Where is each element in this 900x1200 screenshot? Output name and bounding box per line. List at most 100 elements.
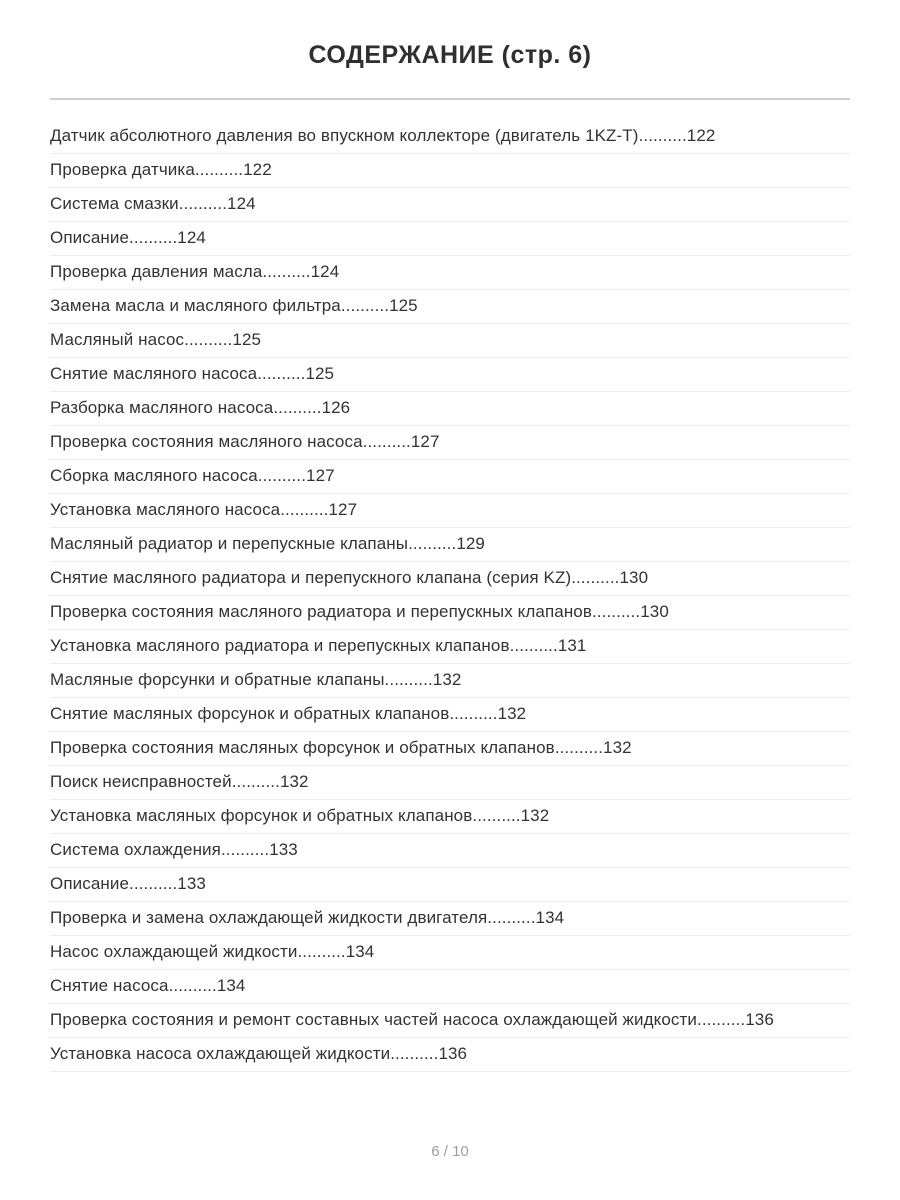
toc-entry: Замена масла и масляного фильтра........…: [50, 290, 850, 324]
toc-entry: Масляный радиатор и перепускные клапаны.…: [50, 528, 850, 562]
toc-entry-page-number: 130: [619, 568, 649, 587]
toc-leader-dots: ..........: [408, 534, 457, 553]
toc-entry-label: Система смазки: [50, 194, 179, 213]
toc-leader-dots: ..........: [280, 500, 329, 519]
title-divider: [50, 98, 850, 100]
toc-leader-dots: ..........: [231, 772, 280, 791]
toc-leader-dots: ..........: [340, 296, 390, 315]
toc-entry: Проверка давления масла..........124: [50, 256, 850, 290]
toc-entry-page-number: 136: [745, 1010, 774, 1029]
toc-entry-page-number: 132: [279, 772, 309, 791]
page-title: СОДЕРЖАНИЕ (стр. 6): [308, 41, 592, 69]
toc-entry-label: Снятие масляного насоса: [50, 364, 258, 383]
page-indicator: 6 / 10: [431, 1143, 469, 1160]
toc-entry: Масляный насос..........125: [50, 324, 850, 358]
toc-entry-page-number: 124: [310, 262, 340, 281]
toc-entry: Снятие масляного насоса..........125: [50, 358, 850, 392]
toc-entry: Сборка масляного насоса..........127: [50, 460, 850, 494]
toc-entry-label: Установка масляного радиатора и перепуск…: [50, 636, 510, 655]
toc-entry: Проверка состояния масляного насоса.....…: [50, 426, 850, 460]
toc-entry-page-number: 133: [177, 874, 206, 893]
toc-entry-page-number: 124: [227, 194, 256, 213]
toc-entry-label: Система охлаждения: [50, 840, 221, 859]
toc-leader-dots: ..........: [178, 194, 228, 213]
toc-entry-page-number: 132: [497, 704, 527, 723]
toc-leader-dots: ..........: [262, 262, 311, 281]
toc-entry: Масляные форсунки и обратные клапаны....…: [50, 664, 850, 698]
toc-entry-page-number: 132: [520, 806, 550, 825]
toc-entry-page-number: 124: [177, 228, 206, 247]
toc-entry-label: Разборка масляного насоса: [50, 398, 274, 417]
toc-entry-page-number: 136: [438, 1044, 468, 1063]
toc-entry-page-number: 127: [328, 500, 358, 519]
toc-entry-page-number: 122: [686, 126, 716, 145]
toc-entry-page-number: 134: [345, 942, 375, 961]
toc-entry-label: Описание: [50, 874, 130, 893]
toc-leader-dots: ..........: [638, 126, 687, 145]
toc-leader-dots: ..........: [571, 568, 620, 587]
toc-entry: Проверка состояния масляных форсунок и о…: [50, 732, 850, 766]
toc-entry-page-number: 125: [389, 296, 418, 315]
toc-entry: Описание..........124: [50, 222, 850, 256]
toc-leader-dots: ..........: [194, 160, 244, 179]
toc-entry-page-number: 131: [557, 636, 587, 655]
toc-entry: Снятие насоса..........134: [50, 970, 850, 1004]
toc-entry: Система смазки..........124: [50, 188, 850, 222]
toc-entry: Описание..........133: [50, 868, 850, 902]
toc-leader-dots: ..........: [257, 364, 306, 383]
toc-leader-dots: ..........: [129, 228, 178, 247]
toc-entry: Система охлаждения..........133: [50, 834, 850, 868]
toc-leader-dots: ..........: [273, 398, 322, 417]
toc-entry-label: Масляный радиатор и перепускные клапаны: [50, 534, 409, 553]
toc-entry: Установка масляных форсунок и обратных к…: [50, 800, 850, 834]
toc-entry-page-number: 133: [269, 840, 298, 859]
toc-entry-label: Проверка состояния масляного насоса: [50, 432, 363, 451]
toc-leader-dots: ..........: [384, 670, 433, 689]
toc-entry-label: Поиск неисправностей: [50, 772, 232, 791]
toc-leader-dots: ..........: [129, 874, 178, 893]
toc-entry-page-number: 127: [306, 466, 335, 485]
toc-entry: Проверка датчика..........122: [50, 154, 850, 188]
toc-leader-dots: ..........: [257, 466, 307, 485]
toc-leader-dots: ..........: [487, 908, 536, 927]
toc-entry-page-number: 134: [535, 908, 565, 927]
toc-entry: Проверка состояния и ремонт составных ча…: [50, 1004, 850, 1038]
toc-list: Датчик абсолютного давления во впускном …: [50, 120, 850, 1072]
toc-entry: Установка масляного насоса..........127: [50, 494, 850, 528]
toc-entry-page-number: 134: [216, 976, 246, 995]
toc-entry-label: Установка масляного насоса: [50, 500, 281, 519]
toc-entry-page-number: 130: [640, 602, 669, 621]
toc-entry-label: Установка насоса охлаждающей жидкости: [50, 1044, 391, 1063]
toc-entry-label: Проверка состояния масляного радиатора и…: [50, 602, 592, 621]
toc-entry-label: Проверка состояния масляных форсунок и о…: [50, 738, 555, 757]
toc-leader-dots: ..........: [297, 942, 346, 961]
toc-entry-label: Замена масла и масляного фильтра: [50, 296, 341, 315]
toc-entry: Насос охлаждающей жидкости..........134: [50, 936, 850, 970]
toc-leader-dots: ..........: [168, 976, 217, 995]
toc-leader-dots: ..........: [184, 330, 233, 349]
toc-leader-dots: ..........: [509, 636, 558, 655]
toc-entry-page-number: 122: [243, 160, 272, 179]
toc-entry: Снятие масляного радиатора и перепускног…: [50, 562, 850, 596]
toc-leader-dots: ..........: [362, 432, 411, 451]
toc-entry-label: Снятие масляного радиатора и перепускног…: [50, 568, 572, 587]
toc-entry-label: Датчик абсолютного давления во впускном …: [50, 126, 639, 145]
toc-entry-label: Масляные форсунки и обратные клапаны: [50, 670, 385, 689]
toc-entry-page-number: 125: [232, 330, 262, 349]
toc-entry-label: Проверка и замена охлаждающей жидкости д…: [50, 908, 488, 927]
toc-leader-dots: ..........: [554, 738, 604, 757]
toc-entry: Установка масляного радиатора и перепуск…: [50, 630, 850, 664]
toc-entry: Проверка и замена охлаждающей жидкости д…: [50, 902, 850, 936]
toc-entry: Датчик абсолютного давления во впускном …: [50, 120, 850, 154]
toc-entry-label: Насос охлаждающей жидкости: [50, 942, 298, 961]
toc-entry-label: Проверка давления масла: [50, 262, 263, 281]
toc-entry-label: Снятие масляных форсунок и обратных клап…: [50, 704, 450, 723]
toc-entry-page-number: 125: [305, 364, 335, 383]
toc-entry: Поиск неисправностей..........132: [50, 766, 850, 800]
toc-entry: Установка насоса охлаждающей жидкости...…: [50, 1038, 850, 1072]
toc-leader-dots: ..........: [592, 602, 641, 621]
toc-entry-page-number: 127: [410, 432, 440, 451]
toc-entry-label: Снятие насоса: [50, 976, 169, 995]
toc-entry: Проверка состояния масляного радиатора и…: [50, 596, 850, 630]
toc-entry-label: Проверка состояния и ремонт составных ча…: [50, 1010, 698, 1029]
